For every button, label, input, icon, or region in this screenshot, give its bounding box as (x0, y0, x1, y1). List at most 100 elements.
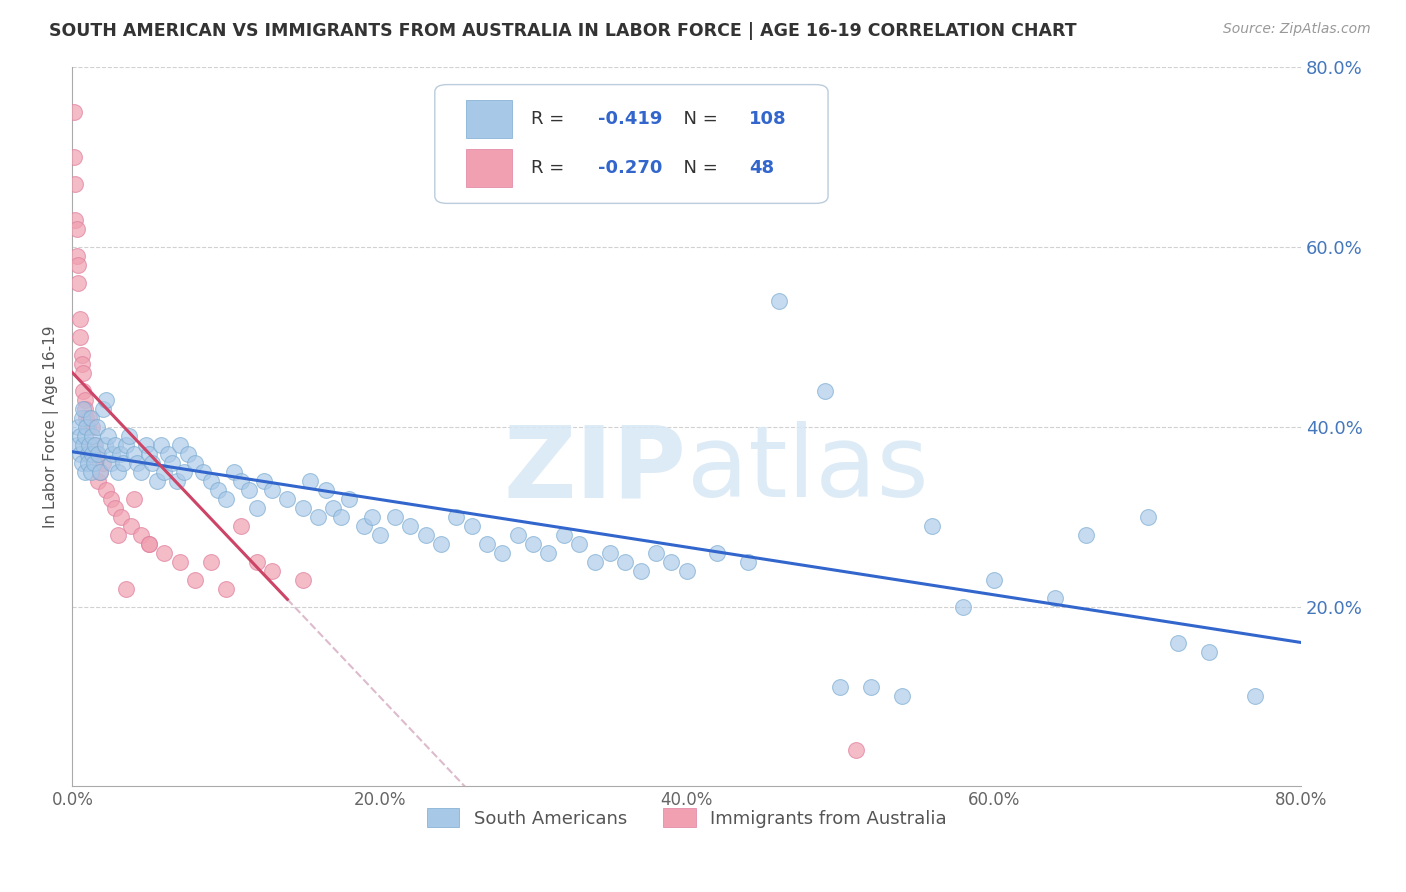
Point (75, 419, 97, 434)
Point (1074, 527, 1097, 541)
Point (100, 491, 122, 506)
Point (614, 555, 637, 569)
Point (107, 465, 129, 479)
Point (191, 465, 214, 479)
Point (135, 437, 157, 451)
Point (156, 446, 179, 460)
Point (115, 437, 138, 451)
Bar (465, 100, 512, 137)
Point (138, 446, 160, 460)
Point (1167, 635, 1189, 649)
Point (169, 555, 191, 569)
Point (200, 474, 222, 488)
Point (118, 428, 141, 442)
Point (115, 582, 138, 596)
Point (276, 491, 298, 506)
Point (73, 401, 96, 416)
Point (1198, 644, 1220, 658)
Point (153, 545, 176, 559)
Point (120, 518, 142, 533)
Point (231, 518, 253, 533)
Point (75, 410, 97, 425)
Point (166, 474, 188, 488)
Point (67, 419, 90, 434)
Point (101, 446, 124, 460)
Point (368, 527, 391, 541)
Point (845, 743, 868, 757)
Point (153, 465, 176, 479)
Point (160, 456, 183, 470)
Point (82, 428, 104, 442)
Point (63, 104, 86, 119)
Point (110, 509, 132, 524)
Text: 48: 48 (749, 159, 775, 177)
Point (952, 599, 974, 614)
Point (253, 474, 276, 488)
Point (63, 150, 86, 164)
Point (97, 428, 120, 442)
Point (69, 446, 91, 460)
Point (399, 518, 422, 533)
Y-axis label: In Labor Force | Age 16-19: In Labor Force | Age 16-19 (44, 326, 59, 528)
Point (72, 401, 94, 416)
Text: -0.270: -0.270 (599, 159, 662, 177)
Point (122, 446, 145, 460)
Point (475, 536, 498, 550)
Point (522, 536, 544, 550)
Point (146, 474, 169, 488)
Point (150, 437, 173, 451)
Point (100, 456, 122, 470)
Point (1045, 591, 1067, 605)
Point (184, 573, 207, 587)
Point (537, 545, 560, 559)
Point (246, 555, 269, 569)
Point (583, 555, 606, 569)
Point (553, 527, 575, 541)
Point (231, 474, 253, 488)
Text: R =: R = (530, 159, 569, 177)
Point (1136, 509, 1159, 524)
Point (76, 419, 98, 434)
Text: SOUTH AMERICAN VS IMMIGRANTS FROM AUSTRALIA IN LABOR FORCE | AGE 16-19 CORRELATI: SOUTH AMERICAN VS IMMIGRANTS FROM AUSTRA… (49, 22, 1077, 40)
Point (82, 446, 104, 460)
Point (94, 392, 117, 407)
Point (73, 465, 96, 479)
Point (460, 518, 482, 533)
Point (131, 465, 153, 479)
Point (72, 384, 94, 398)
Point (222, 465, 245, 479)
Point (122, 491, 145, 506)
Point (238, 483, 260, 497)
Point (291, 500, 314, 515)
Point (69, 311, 91, 326)
Point (768, 293, 790, 308)
Point (890, 690, 912, 704)
Legend: South Americans, Immigrants from Australia: South Americans, Immigrants from Austral… (419, 801, 953, 835)
Point (69, 428, 91, 442)
Point (73, 428, 96, 442)
Text: ZIP: ZIP (503, 421, 686, 518)
Point (82, 419, 104, 434)
Point (207, 483, 229, 497)
Point (84, 456, 107, 470)
Point (860, 681, 883, 695)
Point (315, 483, 337, 497)
Point (169, 437, 191, 451)
Text: atlas: atlas (686, 421, 928, 518)
Point (675, 564, 697, 578)
Point (77, 437, 100, 451)
Point (983, 573, 1005, 587)
Point (661, 555, 683, 569)
Point (491, 545, 513, 559)
Point (86, 446, 108, 460)
Point (141, 456, 163, 470)
Point (138, 536, 160, 550)
Point (67, 258, 90, 272)
Point (173, 465, 195, 479)
Point (93, 437, 115, 451)
Point (72, 366, 94, 380)
Point (599, 545, 621, 559)
Point (360, 509, 382, 524)
Point (104, 437, 127, 451)
Point (107, 527, 129, 541)
